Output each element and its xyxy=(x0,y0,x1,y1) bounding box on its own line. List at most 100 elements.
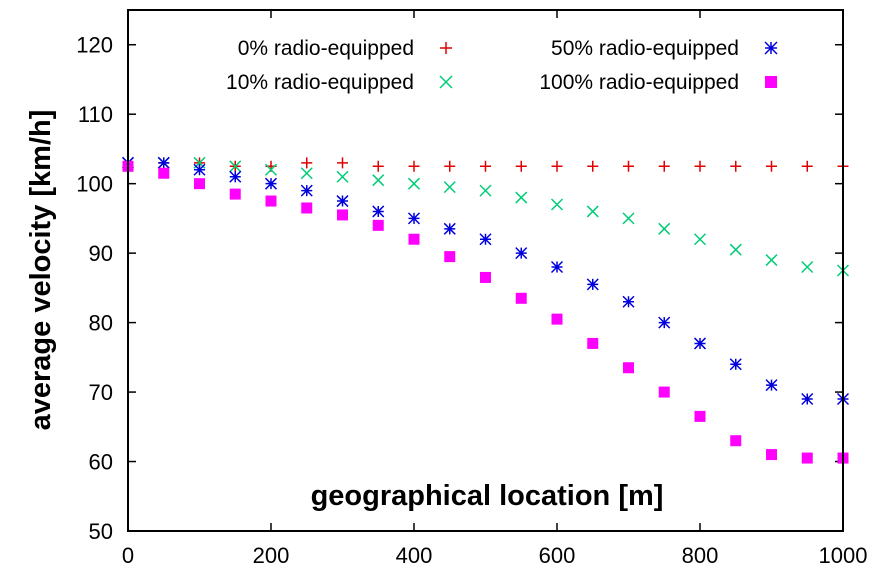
data-point xyxy=(229,170,242,183)
legend-marker xyxy=(764,41,778,55)
data-point xyxy=(193,163,206,176)
data-point xyxy=(766,449,777,461)
data-point xyxy=(694,410,706,422)
data-point xyxy=(801,392,814,406)
x-tick-label: 0 xyxy=(122,543,134,568)
data-point xyxy=(730,435,742,447)
y-tick-label: 70 xyxy=(89,380,113,405)
legend-label: 50% radio-equipped xyxy=(551,37,739,60)
data-point xyxy=(623,362,634,374)
data-point xyxy=(587,160,599,172)
data-point xyxy=(264,163,278,176)
y-tick-label: 60 xyxy=(89,450,113,475)
data-point xyxy=(729,243,742,256)
data-point xyxy=(730,160,742,172)
data-point xyxy=(264,177,278,190)
data-point xyxy=(765,379,778,392)
plot-frame xyxy=(127,9,844,532)
data-point xyxy=(407,212,421,225)
data-point xyxy=(480,160,491,172)
y-tick-label: 90 xyxy=(89,241,113,266)
data-point xyxy=(694,160,706,172)
data-point xyxy=(265,195,277,207)
data-point xyxy=(586,205,599,218)
data-point xyxy=(586,278,599,291)
data-point xyxy=(729,358,742,371)
data-point xyxy=(444,251,456,263)
legend: 0% radio-equipped 10% radio-equipped 50% r… xyxy=(226,37,778,94)
data-point xyxy=(408,160,420,172)
data-point xyxy=(443,222,456,235)
data-point xyxy=(658,222,671,235)
data-point xyxy=(372,205,385,218)
data-point xyxy=(515,292,527,304)
data-point xyxy=(301,202,313,214)
data-points xyxy=(121,156,850,464)
legend-marker xyxy=(765,76,777,88)
data-point xyxy=(301,157,313,169)
legend-label: 100% radio-equipped xyxy=(539,71,739,94)
data-point xyxy=(766,160,777,172)
data-point xyxy=(658,316,671,329)
x-tick-label: 800 xyxy=(682,543,719,568)
data-point xyxy=(765,254,778,267)
tick-labels: 0 200 400 600 800 1000 50 60 70 80 90 100 110 120 xyxy=(76,33,867,568)
data-point xyxy=(300,184,313,197)
data-point xyxy=(587,337,599,349)
data-point xyxy=(693,233,707,246)
x-tick-label: 400 xyxy=(396,543,433,568)
data-point xyxy=(372,174,385,187)
y-tick-label: 80 xyxy=(89,311,113,336)
data-point xyxy=(443,181,456,194)
data-point xyxy=(693,337,707,350)
data-point xyxy=(515,247,528,260)
y-tick-label: 50 xyxy=(89,519,113,544)
data-point xyxy=(480,271,491,283)
data-point xyxy=(622,212,635,225)
data-point xyxy=(194,178,205,190)
data-point xyxy=(229,160,242,173)
data-point xyxy=(551,160,563,172)
series-1 xyxy=(121,156,850,277)
legend-marker xyxy=(439,75,453,89)
data-point xyxy=(337,157,348,169)
data-point xyxy=(550,260,564,274)
data-point xyxy=(515,160,527,172)
data-point xyxy=(300,167,313,180)
data-point xyxy=(444,160,456,172)
data-point xyxy=(801,160,813,172)
data-point xyxy=(372,160,384,172)
legend-label: 10% radio-equipped xyxy=(226,71,414,94)
x-axis-label: geographical location [m] xyxy=(311,480,664,512)
data-point xyxy=(337,209,348,221)
data-point xyxy=(658,386,670,398)
series-3 xyxy=(122,160,849,464)
data-point xyxy=(336,170,349,183)
data-point xyxy=(229,188,241,200)
data-point xyxy=(623,160,634,172)
y-tick-label: 120 xyxy=(76,33,113,58)
data-point xyxy=(479,233,492,246)
data-point xyxy=(157,156,170,169)
x-tick-label: 600 xyxy=(539,543,576,568)
legend-label: 0% radio-equipped xyxy=(238,37,414,60)
data-point xyxy=(801,452,813,464)
data-point xyxy=(622,295,635,308)
data-point xyxy=(801,260,814,274)
data-point xyxy=(551,313,563,325)
legend-marker xyxy=(440,42,452,54)
data-point xyxy=(336,195,349,208)
data-point xyxy=(158,167,170,179)
data-point xyxy=(407,177,421,190)
y-axis-label: average velocity [km/h] xyxy=(25,110,57,431)
x-tick-label: 200 xyxy=(253,543,290,568)
data-point xyxy=(658,160,670,172)
y-tick-label: 110 xyxy=(78,102,113,127)
y-tick-label: 100 xyxy=(76,172,113,197)
data-point xyxy=(479,184,492,197)
data-point xyxy=(550,198,564,211)
data-point xyxy=(372,219,384,231)
data-point xyxy=(408,233,420,245)
data-point xyxy=(515,191,528,204)
